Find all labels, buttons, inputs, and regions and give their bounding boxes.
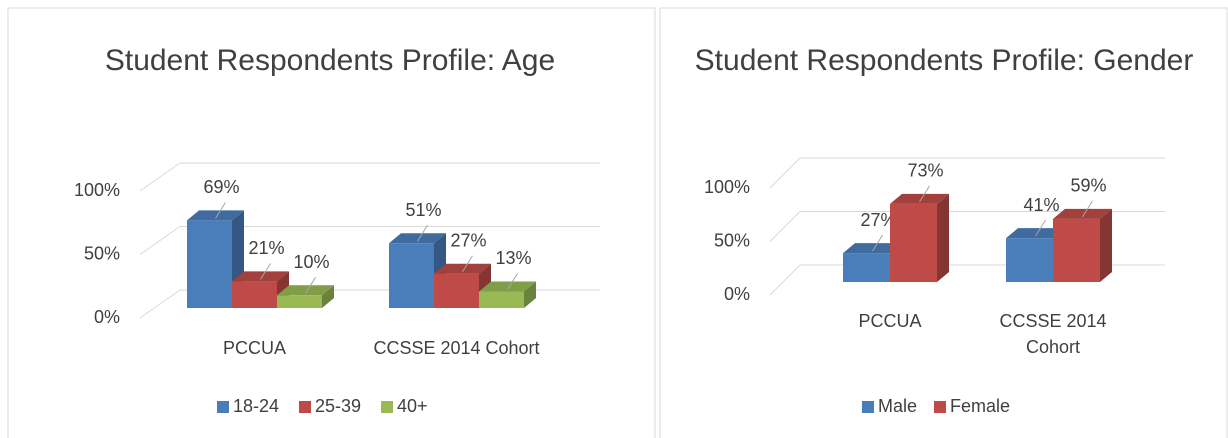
- grid-line: [769, 211, 1165, 242]
- bar: [187, 220, 232, 308]
- leader-line: [872, 234, 883, 252]
- y-tick-label: 50%: [714, 230, 750, 250]
- grid-line: [139, 226, 600, 255]
- leader-line: [417, 224, 428, 242]
- bar: [843, 253, 890, 282]
- legend-swatch: [381, 401, 393, 413]
- legend-label: Male: [878, 396, 917, 416]
- chart-title: Student Respondents Profile: Age: [104, 44, 556, 77]
- data-label: 73%: [907, 161, 943, 181]
- y-tick-label: 100%: [74, 180, 120, 200]
- data-label: 69%: [203, 177, 239, 197]
- bar: [479, 291, 524, 308]
- legend-swatch: [299, 401, 311, 413]
- x-tick-label: PCCUA: [222, 338, 286, 358]
- legend-label: 18-24: [233, 396, 279, 416]
- leader-line: [215, 202, 226, 219]
- bar-top: [187, 210, 244, 221]
- y-tick-label: 100%: [704, 177, 750, 197]
- bar-top: [479, 281, 536, 292]
- y-tick-label: 0%: [94, 307, 120, 327]
- y-tick-label: 50%: [84, 243, 120, 263]
- leader-line: [260, 263, 271, 280]
- bar-top: [890, 193, 949, 204]
- bar-top: [1006, 228, 1065, 239]
- grid-line: [139, 162, 600, 192]
- bar: [232, 281, 277, 308]
- leader-line: [507, 273, 518, 290]
- legend-swatch: [217, 401, 229, 413]
- x-tick-label: CCSSE 2014 Cohort: [999, 311, 1107, 357]
- bar-top: [232, 271, 289, 282]
- x-tick-label: PCCUA: [858, 311, 922, 331]
- grid-line: [769, 157, 1165, 189]
- bar-side: [524, 281, 536, 308]
- bar-side: [322, 285, 334, 308]
- data-label: 10%: [293, 252, 329, 272]
- leader-line: [462, 255, 473, 272]
- leader-line: [1082, 200, 1093, 218]
- data-label: 51%: [405, 200, 441, 220]
- data-label: 27%: [450, 230, 486, 250]
- data-label: 13%: [495, 248, 531, 268]
- bar: [890, 203, 937, 282]
- bar-top: [434, 263, 491, 274]
- data-label: 21%: [248, 238, 284, 258]
- leader-line: [1035, 219, 1046, 237]
- leader-line: [919, 185, 930, 203]
- bar-top: [1053, 208, 1112, 219]
- leader-line: [305, 277, 316, 294]
- bar: [277, 295, 322, 308]
- chart-title: Student Respondents Profile: Gender: [694, 44, 1194, 77]
- bar: [1053, 218, 1100, 282]
- bar: [434, 273, 479, 308]
- bar: [389, 243, 434, 308]
- y-tick-label: 0%: [724, 284, 750, 304]
- data-label: 59%: [1070, 176, 1106, 196]
- bar-side: [1100, 208, 1112, 282]
- legend-swatch: [934, 401, 946, 413]
- legend-label: Female: [950, 396, 1010, 416]
- bar-top: [389, 233, 446, 244]
- legend-swatch: [862, 401, 874, 413]
- data-label: 27%: [860, 210, 896, 230]
- data-label: 41%: [1023, 195, 1059, 215]
- legend-label: 40+: [397, 396, 428, 416]
- panel-border: [7, 7, 656, 438]
- bar-top: [843, 243, 902, 254]
- panel-border: [659, 7, 1228, 438]
- bar: [1006, 238, 1053, 282]
- x-tick-label: CCSSE 2014 Cohort: [373, 338, 540, 358]
- bar-top: [277, 285, 334, 296]
- legend-label: 25-39: [315, 396, 361, 416]
- bar-side: [937, 193, 949, 282]
